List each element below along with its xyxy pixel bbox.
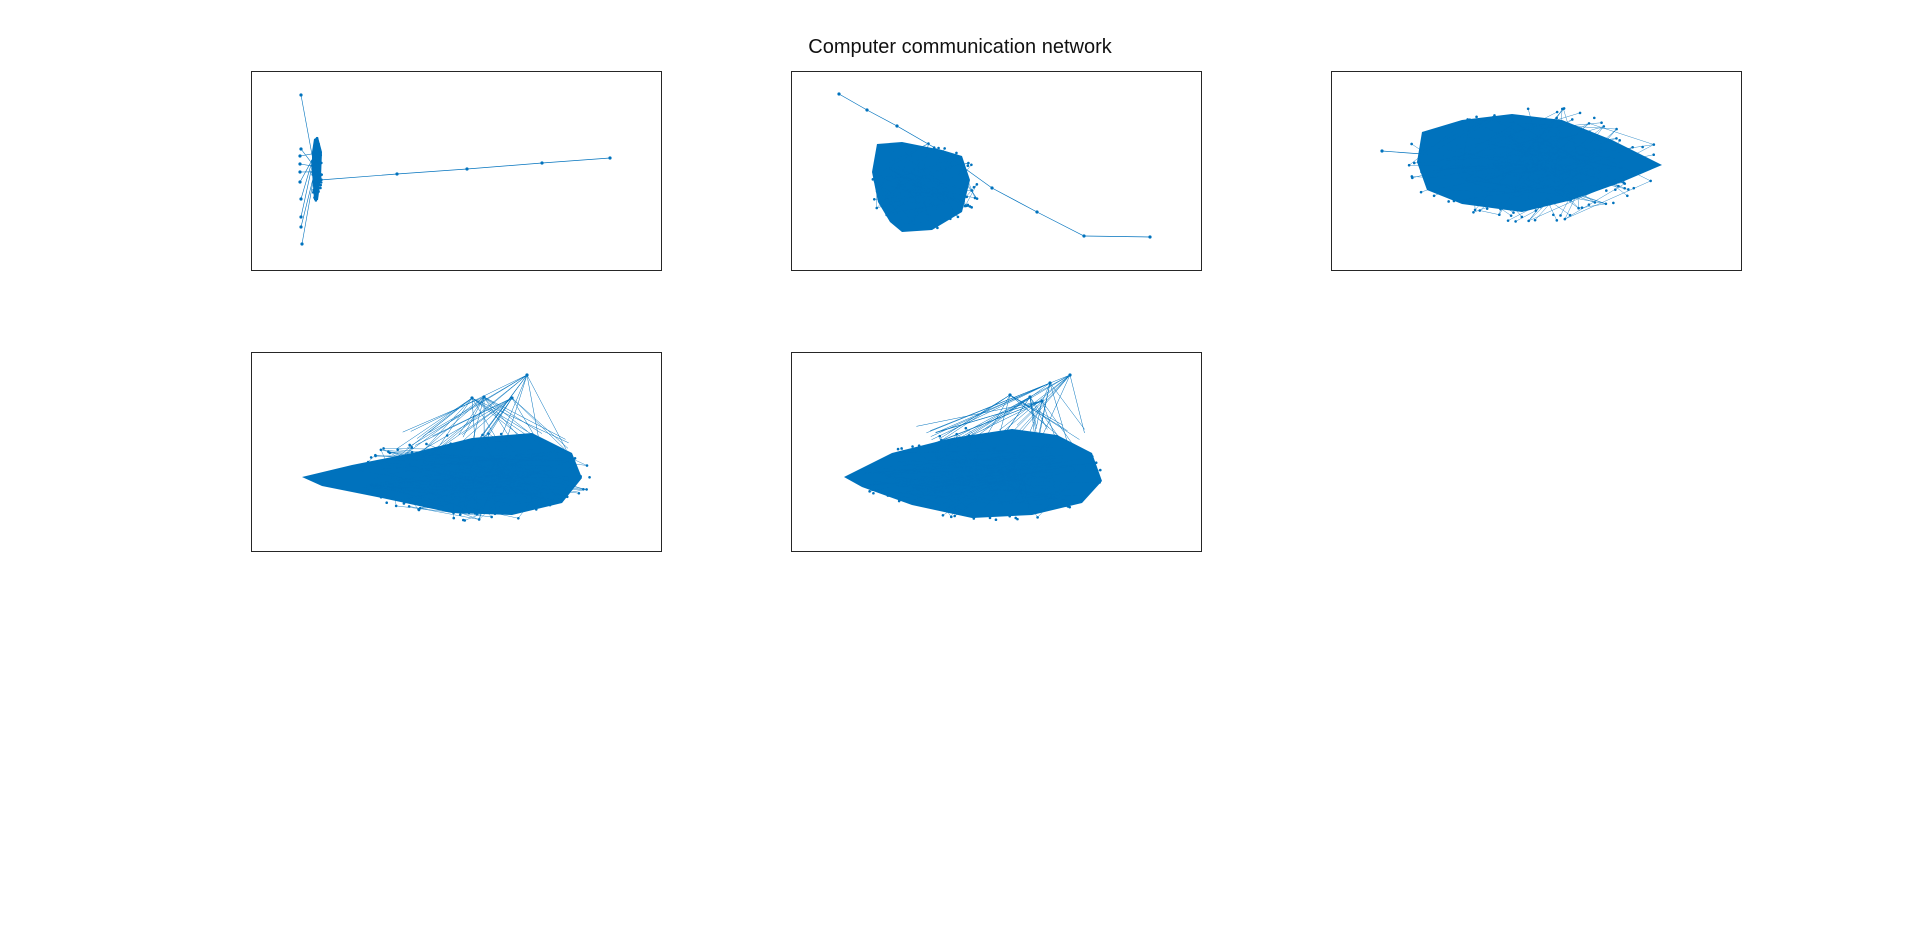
graph-fan-edges	[916, 373, 1085, 456]
graph-spokes	[298, 93, 317, 246]
graph-nodes	[861, 426, 1102, 522]
graph-plot-3	[1331, 71, 1742, 271]
graph-plot-5	[791, 352, 1202, 552]
figure-title: Computer communication network	[808, 36, 1112, 58]
graph-branch	[1380, 149, 1424, 156]
graph-edges	[1408, 108, 1654, 222]
graph-nodes	[1407, 107, 1656, 223]
graph-nodes	[871, 142, 979, 230]
graph-fan-edges	[395, 373, 569, 461]
graph-edges	[863, 428, 1101, 519]
dense-edge-cluster	[872, 142, 970, 232]
graph-nodes	[311, 136, 323, 202]
graph-canvas-2	[837, 92, 1152, 239]
graph-canvas-4	[302, 373, 591, 522]
graph-plot-4	[251, 352, 662, 552]
graph-canvas-3	[1380, 107, 1662, 223]
graph-branch	[837, 92, 1152, 239]
graph-branch	[318, 156, 612, 182]
graph-canvas-5	[844, 373, 1102, 522]
graph-plot-1	[251, 71, 662, 271]
graph-nodes	[357, 432, 591, 522]
graph-canvas-1	[298, 93, 612, 246]
graph-plot-2	[791, 71, 1202, 271]
